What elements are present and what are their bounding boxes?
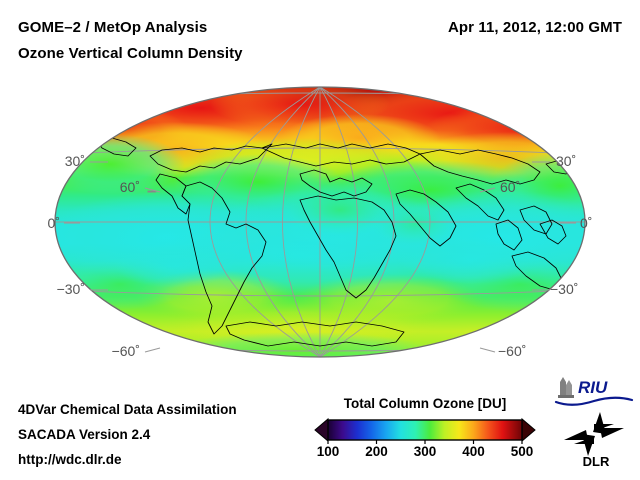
colorbar: Total Column Ozone [DU] xyxy=(300,396,550,476)
graticule xyxy=(55,87,585,357)
ozone-field xyxy=(55,87,585,357)
lat-label-60-right: 60˚ xyxy=(500,179,520,195)
footer-line-url[interactable]: http://wdc.dlr.de xyxy=(18,452,122,467)
lat-label-30-right: 30˚ xyxy=(556,153,576,169)
colorbar-left-arrow xyxy=(314,417,329,443)
colorbar-tick-300: 300 xyxy=(413,444,437,459)
lat-label-m30-left: −30˚ xyxy=(57,281,85,297)
riu-tower-icon xyxy=(558,377,574,398)
riu-wave-icon xyxy=(554,396,634,406)
colorbar-gradient xyxy=(314,417,536,444)
lat-label-m30-right: −30˚ xyxy=(550,281,578,297)
lat-label-30-left: 30˚ xyxy=(65,153,85,169)
lat-label-m60-left: −60˚ xyxy=(112,343,140,359)
latitude-labels: 60˚ ‒ 30˚ 0˚ −30˚ −60˚ 60˚ 30˚ 0˚ −30˚ −… xyxy=(48,153,593,359)
footer-line-version: SACADA Version 2.4 xyxy=(18,427,151,442)
page-subtitle: Ozone Vertical Column Density xyxy=(18,45,243,62)
colorbar-tick-400: 400 xyxy=(462,444,485,459)
latitude-tick-marks xyxy=(64,161,576,353)
lat-label-60-left: 60˚ xyxy=(120,179,140,195)
mollweide-map: 60˚ ‒ 30˚ 0˚ −30˚ −60˚ 60˚ 30˚ 0˚ −30˚ −… xyxy=(0,78,640,378)
lat-label-m60-right: −60˚ xyxy=(498,343,526,359)
page-title: GOME–2 / MetOp Analysis xyxy=(18,19,208,36)
lat-label-0-right: 0˚ xyxy=(580,215,592,231)
colorbar-tick-200: 200 xyxy=(365,444,388,459)
colorbar-right-arrow xyxy=(521,417,536,443)
dlr-logo: DLR xyxy=(564,412,624,469)
colorbar-tick-500: 500 xyxy=(510,444,534,459)
colorbar-title: Total Column Ozone [DU] xyxy=(343,396,507,411)
riu-wordmark: RIU xyxy=(578,378,608,397)
riu-logo: RIU xyxy=(554,377,634,406)
timestamp-label: Apr 11, 2012, 12:00 GMT xyxy=(447,19,622,36)
coastlines xyxy=(97,137,573,347)
map-svg: 60˚ ‒ 30˚ 0˚ −30˚ −60˚ 60˚ 30˚ 0˚ −30˚ −… xyxy=(48,86,593,359)
footer-line-method: 4DVar Chemical Data Assimilation xyxy=(18,402,237,417)
colorbar-tick-labels: 100 200 300 400 500 xyxy=(300,444,550,466)
colorbar-tick-100: 100 xyxy=(316,444,340,459)
lat-label-0-left: 0˚ xyxy=(48,215,60,231)
globe-outline xyxy=(54,86,586,358)
dlr-wordmark: DLR xyxy=(583,454,610,469)
dlr-pinwheel-icon xyxy=(564,412,624,456)
